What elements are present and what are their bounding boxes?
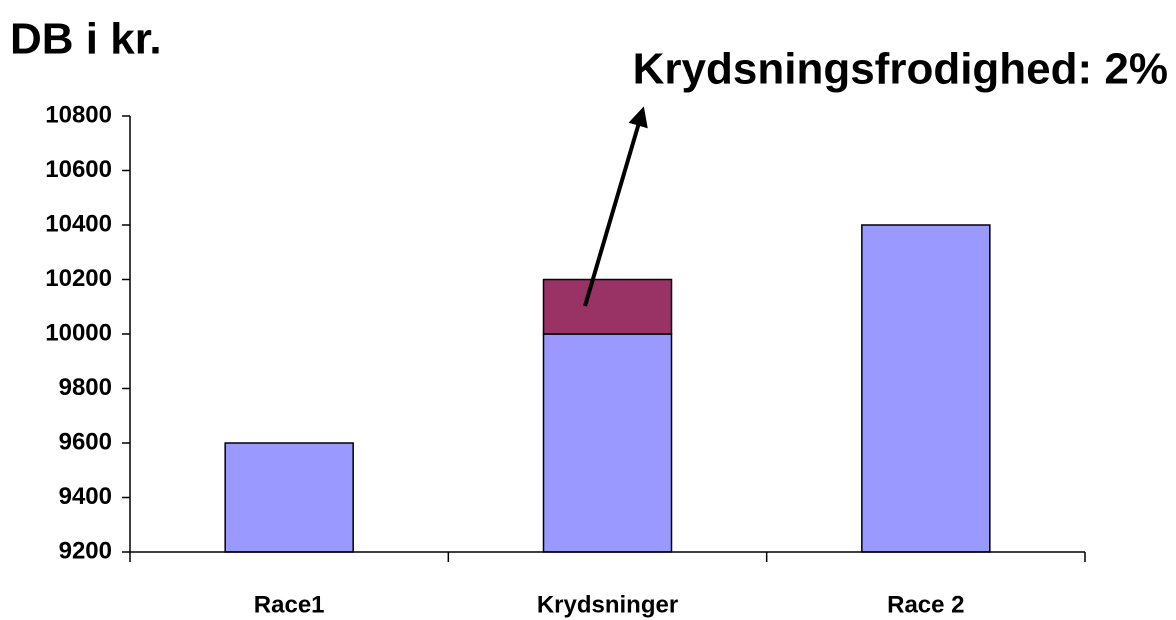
x-tick-label: Race 2 bbox=[887, 591, 964, 618]
bar-segment bbox=[861, 224, 991, 553]
bar-segment bbox=[224, 442, 354, 553]
y-tick-label: 9600 bbox=[59, 428, 112, 455]
x-tick-label: Race1 bbox=[254, 591, 325, 618]
x-tick-label: Krydsninger bbox=[537, 591, 678, 618]
bar-segment bbox=[542, 278, 673, 335]
y-tick-label: 10000 bbox=[45, 319, 112, 346]
y-tick-label: 9800 bbox=[59, 374, 112, 401]
bar-segment bbox=[542, 333, 673, 553]
annotation: Krydsningsfrodighed: 2% bbox=[633, 45, 1168, 94]
y-tick-label: 10400 bbox=[45, 210, 112, 237]
annotation-arrow bbox=[583, 106, 648, 307]
chart-title: DB i kr. bbox=[10, 15, 162, 64]
y-tick-label: 9400 bbox=[59, 483, 112, 510]
y-tick-label: 10600 bbox=[45, 156, 112, 183]
y-tick-label: 10200 bbox=[45, 265, 112, 292]
y-tick-label: 9200 bbox=[59, 537, 112, 564]
y-tick-label: 10800 bbox=[45, 101, 112, 128]
